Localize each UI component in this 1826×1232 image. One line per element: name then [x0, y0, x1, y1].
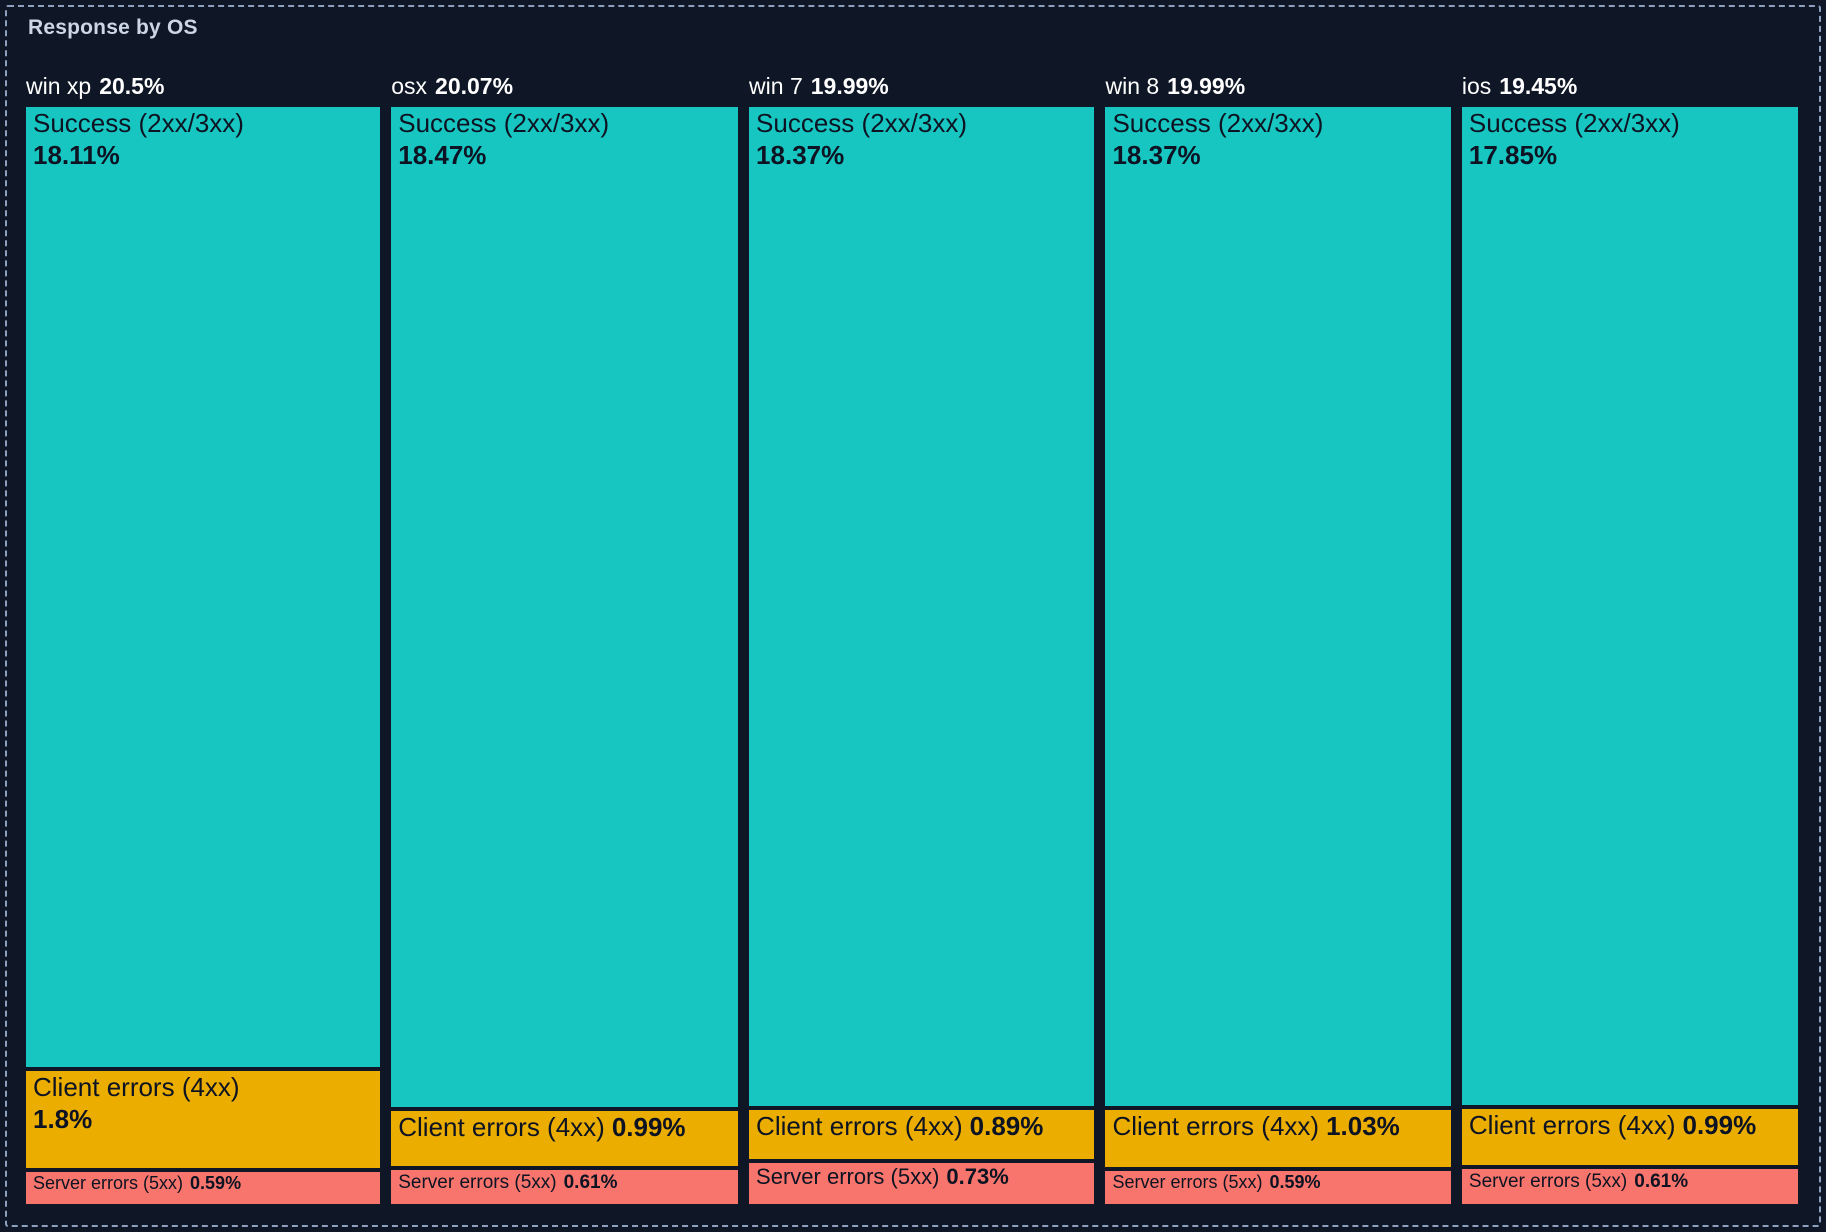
- os-name: win 7: [749, 73, 803, 99]
- os-header[interactable]: ios 19.45%: [1462, 62, 1798, 107]
- segment-percent: 18.37%: [1112, 139, 1201, 170]
- client-segment[interactable]: Client errors (4xx) 1.03%: [1105, 1109, 1451, 1167]
- treemap-column-osx: osx 20.07% Success (2xx/3xx) 18.47% Client e…: [391, 62, 739, 1204]
- os-percent: 19.99%: [810, 73, 889, 99]
- segment-stack: Success (2xx/3xx) 18.47% Client errors (4x…: [391, 107, 739, 1204]
- segment-percent: 0.61%: [563, 1171, 618, 1193]
- os-name: osx: [391, 73, 428, 99]
- segment-percent: 0.59%: [1269, 1171, 1321, 1192]
- segment-label: Server errors (5xx): [33, 1172, 184, 1193]
- os-header[interactable]: osx 20.07%: [391, 62, 738, 107]
- os-name: win 8: [1105, 73, 1160, 99]
- segment-label: Success (2xx/3xx): [1112, 108, 1324, 138]
- os-name: ios: [1461, 73, 1492, 99]
- success-segment[interactable]: Success (2xx/3xx) 18.37%: [749, 107, 1095, 1106]
- success-segment[interactable]: Success (2xx/3xx) 17.85%: [1461, 107, 1798, 1105]
- segment-label: Server errors (5xx): [398, 1171, 557, 1193]
- success-segment[interactable]: Success (2xx/3xx) 18.11%: [26, 107, 381, 1068]
- segment-stack: Success (2xx/3xx) 18.37% Client errors (4x…: [1105, 107, 1451, 1204]
- segment-percent: 0.99%: [1682, 1109, 1757, 1140]
- segment-label: Success (2xx/3xx): [1468, 108, 1680, 138]
- segment-label: Success (2xx/3xx): [756, 108, 967, 138]
- segment-percent: 1.8%: [33, 1104, 93, 1135]
- client-segment[interactable]: Client errors (4xx) 0.89%: [749, 1109, 1095, 1160]
- os-percent: 19.99%: [1167, 73, 1246, 99]
- segment-label: Success (2xx/3xx): [398, 108, 610, 138]
- segment-percent: 18.11%: [33, 139, 120, 170]
- segment-percent: 17.85%: [1468, 139, 1558, 170]
- segment-label: Server errors (5xx): [1468, 1170, 1628, 1192]
- segment-label: Client errors (4xx): [33, 1072, 240, 1103]
- segment-label: Client errors (4xx): [756, 1110, 963, 1141]
- client-segment[interactable]: Client errors (4xx) 0.99%: [1461, 1108, 1798, 1165]
- segment-stack: Success (2xx/3xx) 17.85% Client errors (4x…: [1461, 107, 1798, 1204]
- treemap-column-win-8: win 8 19.99% Success (2xx/3xx) 18.37% Client…: [1105, 62, 1451, 1204]
- os-percent: 20.5%: [99, 73, 165, 99]
- os-header[interactable]: win 7 19.99%: [749, 62, 1094, 107]
- treemap-column-win-7: win 7 19.99% Success (2xx/3xx) 18.37% Client…: [749, 62, 1095, 1204]
- segment-label: Server errors (5xx): [756, 1164, 940, 1190]
- server-segment[interactable]: Server errors (5xx) 0.61%: [391, 1169, 739, 1204]
- server-segment[interactable]: Server errors (5xx) 0.61%: [1461, 1168, 1798, 1204]
- server-segment[interactable]: Server errors (5xx) 0.73%: [749, 1163, 1095, 1204]
- client-segment[interactable]: Client errors (4xx) 0.99%: [391, 1111, 739, 1166]
- segment-stack: Success (2xx/3xx) 18.37% Client errors (4x…: [749, 107, 1095, 1204]
- segment-percent: 18.37%: [756, 139, 845, 170]
- server-segment[interactable]: Server errors (5xx) 0.59%: [1105, 1170, 1451, 1204]
- os-percent: 20.07%: [435, 73, 514, 99]
- os-name: win xp: [26, 73, 92, 99]
- response-by-os-treemap: win xp 20.5% Success (2xx/3xx) 18.11% Client…: [26, 62, 1798, 1204]
- success-segment[interactable]: Success (2xx/3xx) 18.37%: [1105, 107, 1451, 1106]
- segment-percent: 1.03%: [1326, 1110, 1400, 1141]
- success-segment[interactable]: Success (2xx/3xx) 18.47%: [391, 107, 739, 1108]
- segment-label: Success (2xx/3xx): [33, 108, 244, 138]
- treemap-column-ios: ios 19.45% Success (2xx/3xx) 17.85% Client e…: [1461, 62, 1798, 1204]
- segment-label: Client errors (4xx): [398, 1112, 605, 1143]
- segment-stack: Success (2xx/3xx) 18.11% Client errors (4x…: [26, 107, 381, 1204]
- segment-percent: 0.59%: [190, 1172, 242, 1193]
- panel-title[interactable]: Response by OS: [28, 16, 198, 39]
- treemap-column-win-xp: win xp 20.5% Success (2xx/3xx) 18.11% Client…: [26, 62, 381, 1204]
- client-segment[interactable]: Client errors (4xx) 1.8%: [26, 1071, 381, 1168]
- segment-percent: 0.89%: [969, 1110, 1044, 1141]
- segment-percent: 0.99%: [611, 1112, 686, 1143]
- segment-label: Client errors (4xx): [1112, 1110, 1320, 1141]
- os-header[interactable]: win xp 20.5%: [26, 62, 380, 107]
- segment-label: Client errors (4xx): [1468, 1109, 1676, 1140]
- segment-percent: 0.73%: [946, 1164, 1009, 1190]
- segment-percent: 0.61%: [1634, 1170, 1689, 1192]
- segment-percent: 18.47%: [398, 139, 487, 170]
- os-header[interactable]: win 8 19.99%: [1105, 62, 1450, 107]
- segment-label: Server errors (5xx): [1112, 1171, 1263, 1192]
- os-percent: 19.45%: [1499, 73, 1578, 99]
- server-segment[interactable]: Server errors (5xx) 0.59%: [26, 1171, 381, 1204]
